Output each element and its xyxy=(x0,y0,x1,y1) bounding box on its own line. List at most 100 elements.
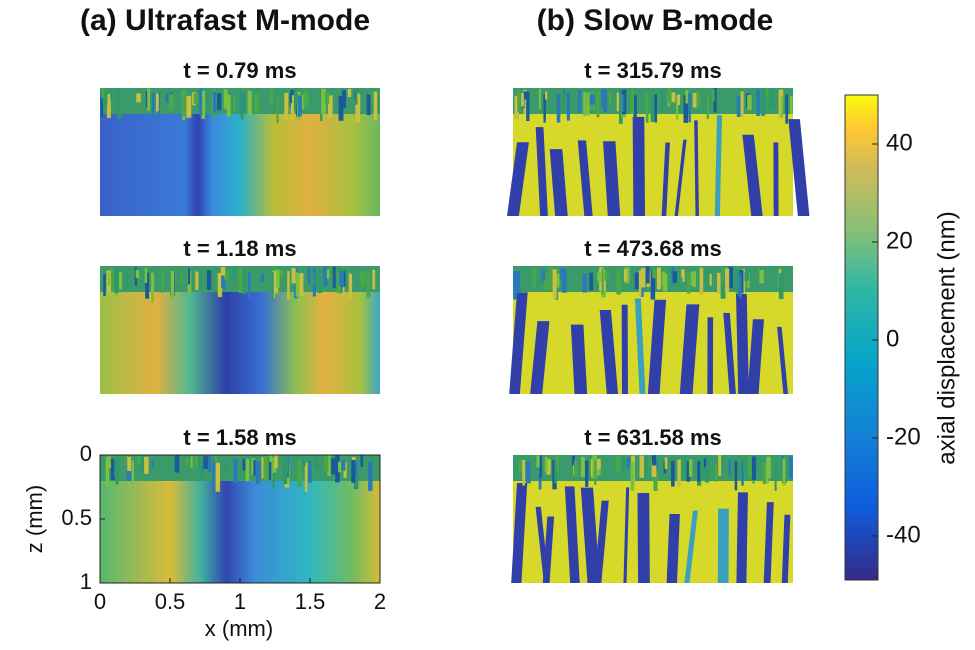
heatmap-texture xyxy=(601,268,604,295)
heatmap-texture xyxy=(201,90,206,120)
heatmap-texture xyxy=(683,95,689,123)
heatmap-texture xyxy=(571,455,576,466)
heatmap-texture xyxy=(355,88,358,105)
heatmap-texture xyxy=(633,95,637,120)
heatmap-stripe xyxy=(637,493,650,583)
heatmap-texture xyxy=(195,271,199,290)
heatmap-texture xyxy=(774,462,777,491)
heatmap-texture xyxy=(712,89,715,102)
heatmap-texture xyxy=(301,457,306,467)
heatmap-texture xyxy=(521,92,524,107)
heatmap-texture xyxy=(626,457,631,469)
heatmap-texture xyxy=(544,456,548,472)
heatmap-texture xyxy=(590,459,594,478)
heatmap-texture xyxy=(296,272,299,283)
heatmap-texture xyxy=(255,461,261,485)
heatmap-texture xyxy=(118,271,123,290)
heatmap-texture xyxy=(697,91,701,108)
x-tick-label: 1.5 xyxy=(295,589,326,614)
heatmap-texture xyxy=(718,455,722,477)
heatmap-texture xyxy=(261,456,265,479)
colorbar-tick-label: 0 xyxy=(886,325,899,352)
heatmap-texture xyxy=(780,95,784,118)
heatmap-texture xyxy=(630,90,635,114)
heatmap-texture xyxy=(548,266,554,291)
heatmap-texture xyxy=(760,89,766,116)
heatmap-texture xyxy=(768,88,774,108)
heatmap-texture xyxy=(107,272,111,286)
heatmap-texture xyxy=(101,88,105,99)
heatmap-texture xyxy=(233,267,236,277)
heatmap-texture xyxy=(114,266,119,294)
heatmap-texture xyxy=(283,455,288,485)
panel-title: t = 0.79 ms xyxy=(183,58,296,83)
heatmap-texture xyxy=(193,93,199,105)
heatmap-texture xyxy=(638,270,642,296)
heatmap-texture xyxy=(145,272,150,299)
heatmap-texture xyxy=(697,461,701,482)
heatmap-texture xyxy=(359,270,364,283)
heatmap-texture xyxy=(335,455,340,483)
heatmap-texture xyxy=(332,266,336,289)
heatmap-texture xyxy=(704,269,710,289)
heatmap-texture xyxy=(190,456,193,469)
heatmap-texture xyxy=(276,95,279,124)
heatmap-texture xyxy=(573,461,578,477)
heatmap-texture xyxy=(664,457,668,470)
heatmap-texture xyxy=(341,460,346,471)
heatmap-texture xyxy=(186,95,192,118)
heatmap-stripe xyxy=(564,486,580,583)
y-tick-label: 0 xyxy=(80,441,92,466)
heatmap-texture xyxy=(221,267,225,289)
heatmap-stripe xyxy=(647,299,667,394)
heatmap-texture xyxy=(116,89,122,120)
heatmap-texture xyxy=(109,267,114,292)
heatmap-texture xyxy=(342,90,347,108)
heatmap-texture xyxy=(630,461,635,491)
heatmap-texture xyxy=(743,458,746,471)
heatmap-texture xyxy=(310,90,313,104)
heatmap-texture xyxy=(269,461,272,480)
column-title: (a) Ultrafast M-mode xyxy=(80,4,370,37)
heatmap-stripe xyxy=(634,298,646,394)
heatmap-texture xyxy=(206,270,212,290)
heatmap-texture xyxy=(272,460,275,489)
heatmap-stripe xyxy=(788,119,810,216)
heatmap-texture xyxy=(555,273,560,288)
heatmap-texture xyxy=(203,456,208,469)
heatmap-texture xyxy=(513,270,518,300)
heatmap-texture xyxy=(135,269,140,279)
heatmap-stripe xyxy=(542,516,555,583)
heatmap-texture xyxy=(147,88,151,111)
heatmap-texture xyxy=(720,272,726,299)
heatmap-texture xyxy=(366,94,371,115)
heatmap-texture xyxy=(517,88,521,112)
heatmap-texture xyxy=(742,269,745,293)
heatmap-texture xyxy=(242,270,247,294)
heatmap-texture xyxy=(604,270,609,281)
y-axis-label: z (mm) xyxy=(22,485,47,553)
heatmap-texture xyxy=(297,459,302,488)
heatmap-texture xyxy=(161,268,164,293)
heatmap-texture xyxy=(100,92,104,118)
y-tick-label: 1 xyxy=(80,569,92,594)
heatmap-texture xyxy=(238,267,243,293)
heatmap-texture xyxy=(151,272,155,303)
heatmap-texture xyxy=(692,92,697,108)
heatmap-texture xyxy=(536,455,540,468)
heatmap-stripe xyxy=(714,115,723,216)
heatmap-texture xyxy=(747,94,752,111)
heatmap-texture xyxy=(212,461,217,485)
heatmap-texture xyxy=(299,273,304,297)
heatmap-texture xyxy=(555,455,560,474)
heatmap-texture xyxy=(561,93,566,106)
heatmap-texture xyxy=(223,89,228,109)
heatmap-texture xyxy=(269,89,274,104)
heatmap-texture xyxy=(734,460,738,491)
heatmap-stripe xyxy=(707,317,714,394)
heatmap-texture xyxy=(740,91,744,117)
heatmap-texture xyxy=(556,94,561,123)
heatmap-texture xyxy=(532,268,536,287)
heatmap-texture xyxy=(594,459,597,485)
